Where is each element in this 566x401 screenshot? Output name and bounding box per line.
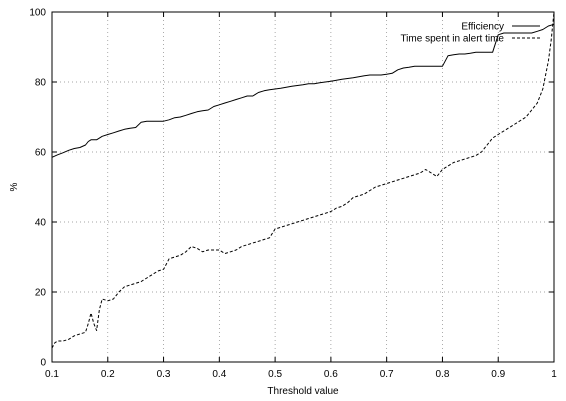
- y-tick-label: 20: [35, 288, 47, 299]
- y-tick-label: 100: [29, 8, 46, 19]
- legend-label-efficiency: Efficiency: [461, 22, 504, 33]
- x-tick-label: 0.9: [491, 369, 505, 380]
- y-tick-label: 60: [35, 148, 47, 159]
- y-tick-label: 40: [35, 218, 47, 229]
- series-lines: [51, 11, 555, 349]
- x-tick-label: 0.1: [45, 369, 59, 380]
- plot-area-border: [51, 11, 555, 363]
- series-line-time-spent-in-alert-time: [51, 11, 555, 349]
- legend: Efficiency Time spent in alert time: [400, 22, 540, 45]
- y-tick-labels: 0 20 40 60 80 100: [29, 8, 46, 369]
- x-tick-label: 0.8: [435, 369, 449, 380]
- x-tick-label: 0.3: [157, 369, 171, 380]
- x-tick-label: 1: [551, 369, 557, 380]
- x-axis-label: Threshold value: [267, 386, 339, 397]
- x-tick-label: 0.5: [268, 369, 282, 380]
- x-tick-labels: 0.1 0.2 0.3 0.4 0.5 0.6 0.7 0.8 0.9 1: [45, 369, 557, 380]
- x-tick-label: 0.2: [101, 369, 115, 380]
- axis-ticks: [51, 11, 555, 363]
- x-tick-label: 0.4: [212, 369, 226, 380]
- grid-lines: [52, 12, 554, 362]
- series-line-efficiency: [51, 23, 555, 158]
- y-tick-label: 0: [40, 358, 46, 369]
- legend-label-time-spent-in-alert-time: Time spent in alert time: [400, 34, 504, 45]
- x-tick-label: 0.7: [380, 369, 394, 380]
- y-tick-label: 80: [35, 78, 47, 89]
- y-axis-label: %: [9, 182, 20, 191]
- x-tick-label: 0.6: [324, 369, 338, 380]
